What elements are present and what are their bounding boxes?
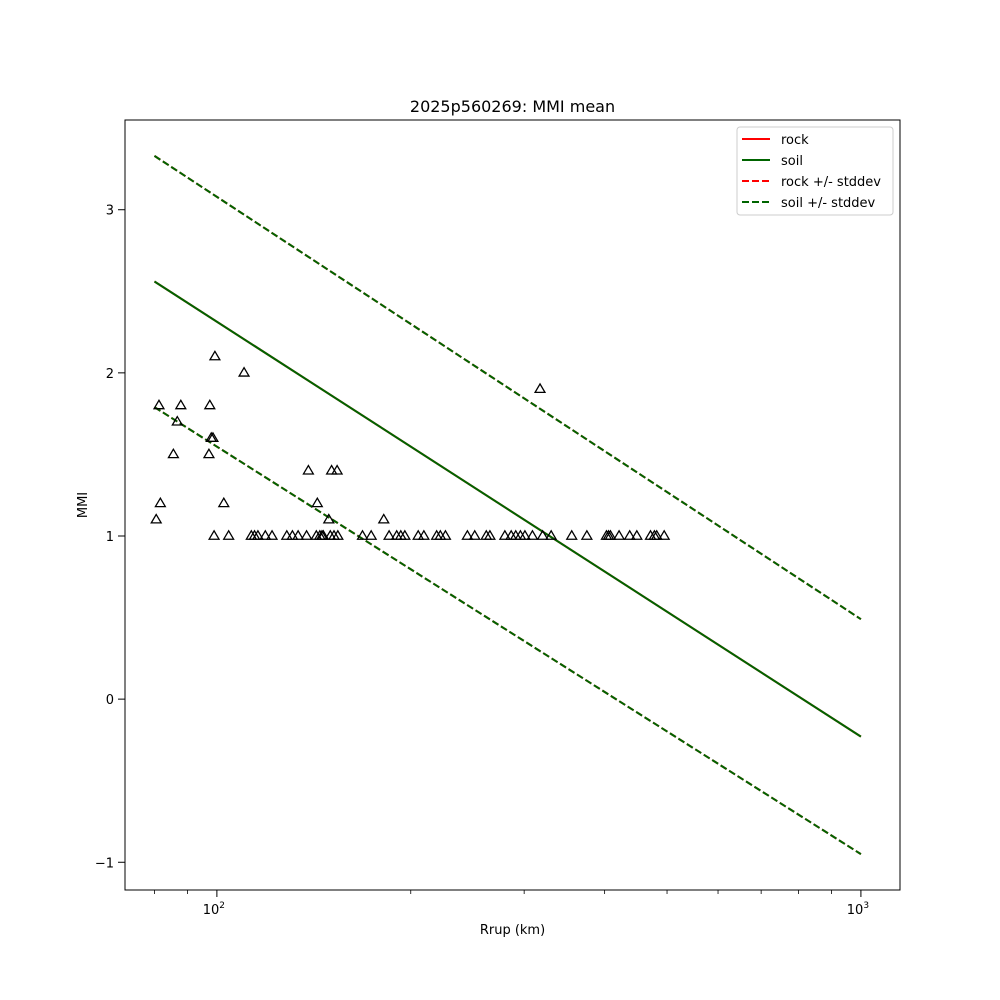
data-point [311,496,324,508]
data-point [536,529,549,540]
soil-stddev-line-4 [153,155,862,621]
data-point [206,431,220,442]
y-tick-label: 3 [106,204,114,219]
data-point [300,529,313,540]
soil-line-1 [153,280,862,738]
data-point [545,529,558,540]
data-point [580,529,593,540]
data-point [237,366,251,377]
data-point [498,529,511,540]
data-point [171,415,184,426]
legend-label: soil [781,154,803,169]
data-point [604,529,617,540]
data-point [417,529,430,540]
data-point [658,529,671,540]
data-point [468,529,481,540]
data-point [317,529,330,540]
data-point [377,513,390,524]
data-point [286,529,299,540]
data-point [365,529,378,540]
data-point [203,399,216,410]
data-point [251,529,264,540]
legend-label: soil +/- stddev [781,196,876,211]
data-point [623,529,636,540]
data-point [222,529,235,540]
data-point [265,529,279,540]
data-point [331,529,344,540]
x-tick-label: 103 [847,901,869,918]
legend: rock soil rock +/- stddev soil +/- stddev [736,126,894,216]
data-point [302,464,315,475]
x-axis: 102 103 [154,890,869,918]
data-point [154,496,167,508]
data-point [167,447,180,459]
data-point [292,529,305,540]
data-point [322,513,335,524]
data-point [217,496,230,508]
data-point [533,382,547,394]
scatter-points [150,350,671,540]
legend-label: rock [781,133,809,148]
data-point [174,399,187,410]
x-tick-label: 102 [203,901,225,918]
data-point [150,513,163,524]
soil-stddev-line-5 [153,406,862,855]
data-point [461,529,474,540]
data-point [207,529,221,540]
data-point [208,350,221,361]
series-lines [153,155,862,855]
plot-frame [124,119,901,891]
y-axis: −1 0 1 2 3 [95,204,125,871]
data-point [356,529,369,540]
data-point [650,529,663,540]
data-point [439,529,452,540]
data-point [518,529,531,540]
y-axis-label: MMI [76,492,91,518]
x-axis-label: Rrup (km) [480,923,545,938]
y-tick-label: −1 [95,856,114,871]
data-point [612,529,626,540]
data-point [526,529,539,540]
plot-area [125,120,900,890]
data-point [630,529,643,540]
data-point [331,464,344,475]
y-tick-label: 0 [106,693,114,708]
legend-label: rock +/- stddev [781,175,881,190]
y-tick-label: 1 [106,530,114,545]
legend-box [736,126,894,216]
data-point [483,529,496,540]
data-point [259,529,272,540]
data-point [398,529,411,540]
data-point [383,529,396,540]
data-point [152,399,166,410]
y-tick-label: 2 [106,367,114,382]
chart-title: 2025p560269: MMI mean [410,97,615,116]
data-point [565,529,578,540]
data-point [202,447,216,459]
